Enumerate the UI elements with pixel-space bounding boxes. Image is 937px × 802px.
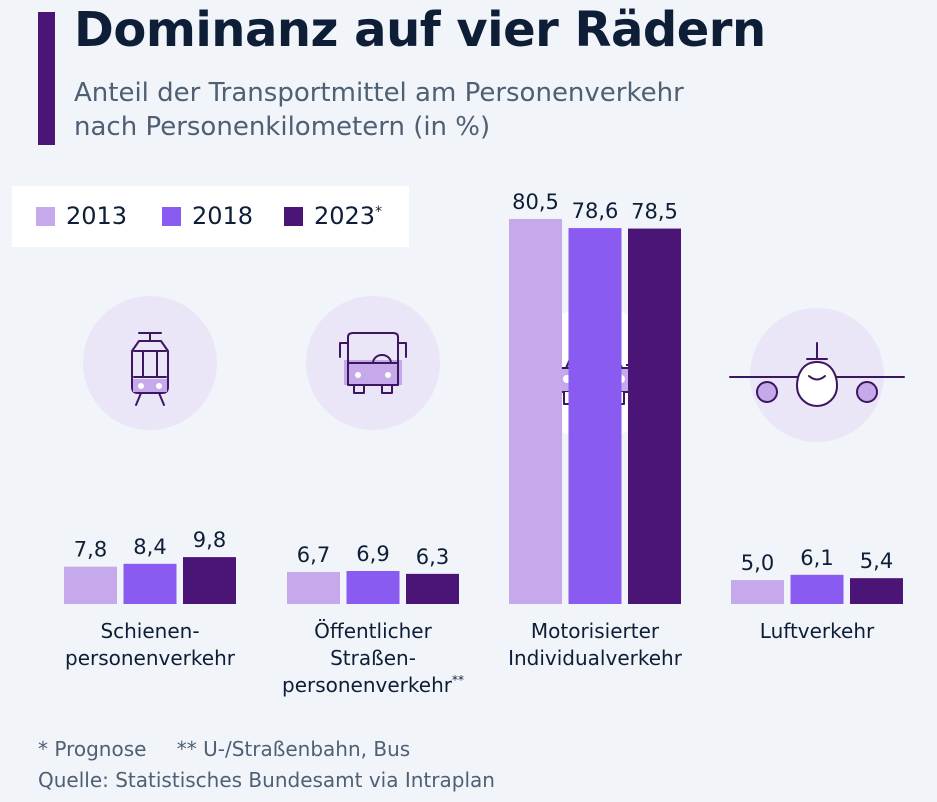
bar-motorisierter-individualverkehr-2018 xyxy=(568,228,622,604)
chart-title: Dominanz auf vier Rädern xyxy=(74,2,766,58)
subtitle-line-1: Anteil der Transportmittel am Personenve… xyxy=(74,78,684,108)
bar-motorisierter-individualverkehr-2013 xyxy=(509,219,562,604)
tram-icon xyxy=(83,296,217,430)
value-label-motorisierter-individualverkehr-2018: 78,6 xyxy=(572,199,619,223)
value-label-luftverkehr-2023: 5,4 xyxy=(860,549,893,573)
value-label-offentlicher-strassen-personenverkehr-2013: 6,7 xyxy=(297,543,330,567)
bar-motorisierter-individualverkehr-2023 xyxy=(628,228,681,604)
legend-forecast-mark: * xyxy=(375,204,383,220)
legend-label-2023: 2023* xyxy=(314,202,383,230)
bar-schienen-personenverkehr-2013 xyxy=(64,566,117,604)
category-icons xyxy=(83,296,905,442)
bar-schienen-personenverkehr-2023 xyxy=(183,557,236,604)
bus-note: ** U-/Straßenbahn, Bus xyxy=(176,737,411,761)
value-label-schienen-personenverkehr-2023: 9,8 xyxy=(193,528,226,552)
value-label-schienen-personenverkehr-2013: 7,8 xyxy=(74,538,107,562)
value-label-offentlicher-strassen-personenverkehr-2023: 6,3 xyxy=(416,545,449,569)
chart-subtitle: Anteil der Transportmittel am Personenve… xyxy=(74,76,834,144)
category-label-luftverkehr: Luftverkehr xyxy=(760,619,875,643)
bar-offentlicher-strassen-personenverkehr-2018 xyxy=(346,571,400,604)
title-accent-bar xyxy=(38,12,55,145)
category-labels-layer: Schienen-personenverkehr Öffentlicher Stra… xyxy=(65,619,875,697)
value-label-luftverkehr-2013: 5,0 xyxy=(741,551,774,575)
category-label-offentlicher-strassen-personenverkehr: Öffentlicher Straßen-personenverkehr** xyxy=(282,619,464,697)
legend-swatch-2013 xyxy=(36,207,55,226)
category-label-motorisierter-individualverkehr: Motorisierter Individualverkehr xyxy=(508,619,683,670)
bar-offentlicher-strassen-personenverkehr-2013 xyxy=(287,571,340,604)
forecast-note: * Prognose xyxy=(38,737,147,761)
value-label-motorisierter-individualverkehr-2013: 80,5 xyxy=(512,190,559,214)
value-label-luftverkehr-2018: 6,1 xyxy=(800,546,833,570)
bar-schienen-personenverkehr-2018 xyxy=(123,563,177,604)
footer-notes: * Prognose ** U-/Straßenbahn, Bus xyxy=(38,737,410,761)
bars-layer xyxy=(64,219,903,604)
subtitle-line-2: nach Personenkilometern (in %) xyxy=(74,112,491,142)
bar-luftverkehr-2018 xyxy=(790,574,844,604)
value-label-offentlicher-strassen-personenverkehr-2018: 6,9 xyxy=(356,542,389,566)
value-labels-layer: 7,8 8,4 9,8 6,7 6,9 6,3 80,5 78,6 78,5 5,0 6,1 5,4 xyxy=(74,190,893,575)
category-label-schienen-personenverkehr: Schienen-personenverkehr xyxy=(65,619,236,670)
bar-offentlicher-strassen-personenverkehr-2023 xyxy=(406,573,459,604)
legend: 2013 2018 2023* xyxy=(12,186,409,247)
legend-label-2018: 2018 xyxy=(192,202,254,230)
bar-luftverkehr-2013 xyxy=(731,580,784,604)
airplane-icon xyxy=(729,308,905,442)
legend-swatch-2023 xyxy=(284,207,303,226)
value-label-motorisierter-individualverkehr-2023: 78,5 xyxy=(631,200,678,224)
legend-label-2013: 2013 xyxy=(66,202,128,230)
bus-icon xyxy=(306,296,440,430)
source-note: Quelle: Statistisches Bundesamt via Intr… xyxy=(38,768,495,792)
value-label-schienen-personenverkehr-2018: 8,4 xyxy=(133,535,166,559)
legend-swatch-2018 xyxy=(162,207,181,226)
bar-luftverkehr-2023 xyxy=(850,578,903,604)
